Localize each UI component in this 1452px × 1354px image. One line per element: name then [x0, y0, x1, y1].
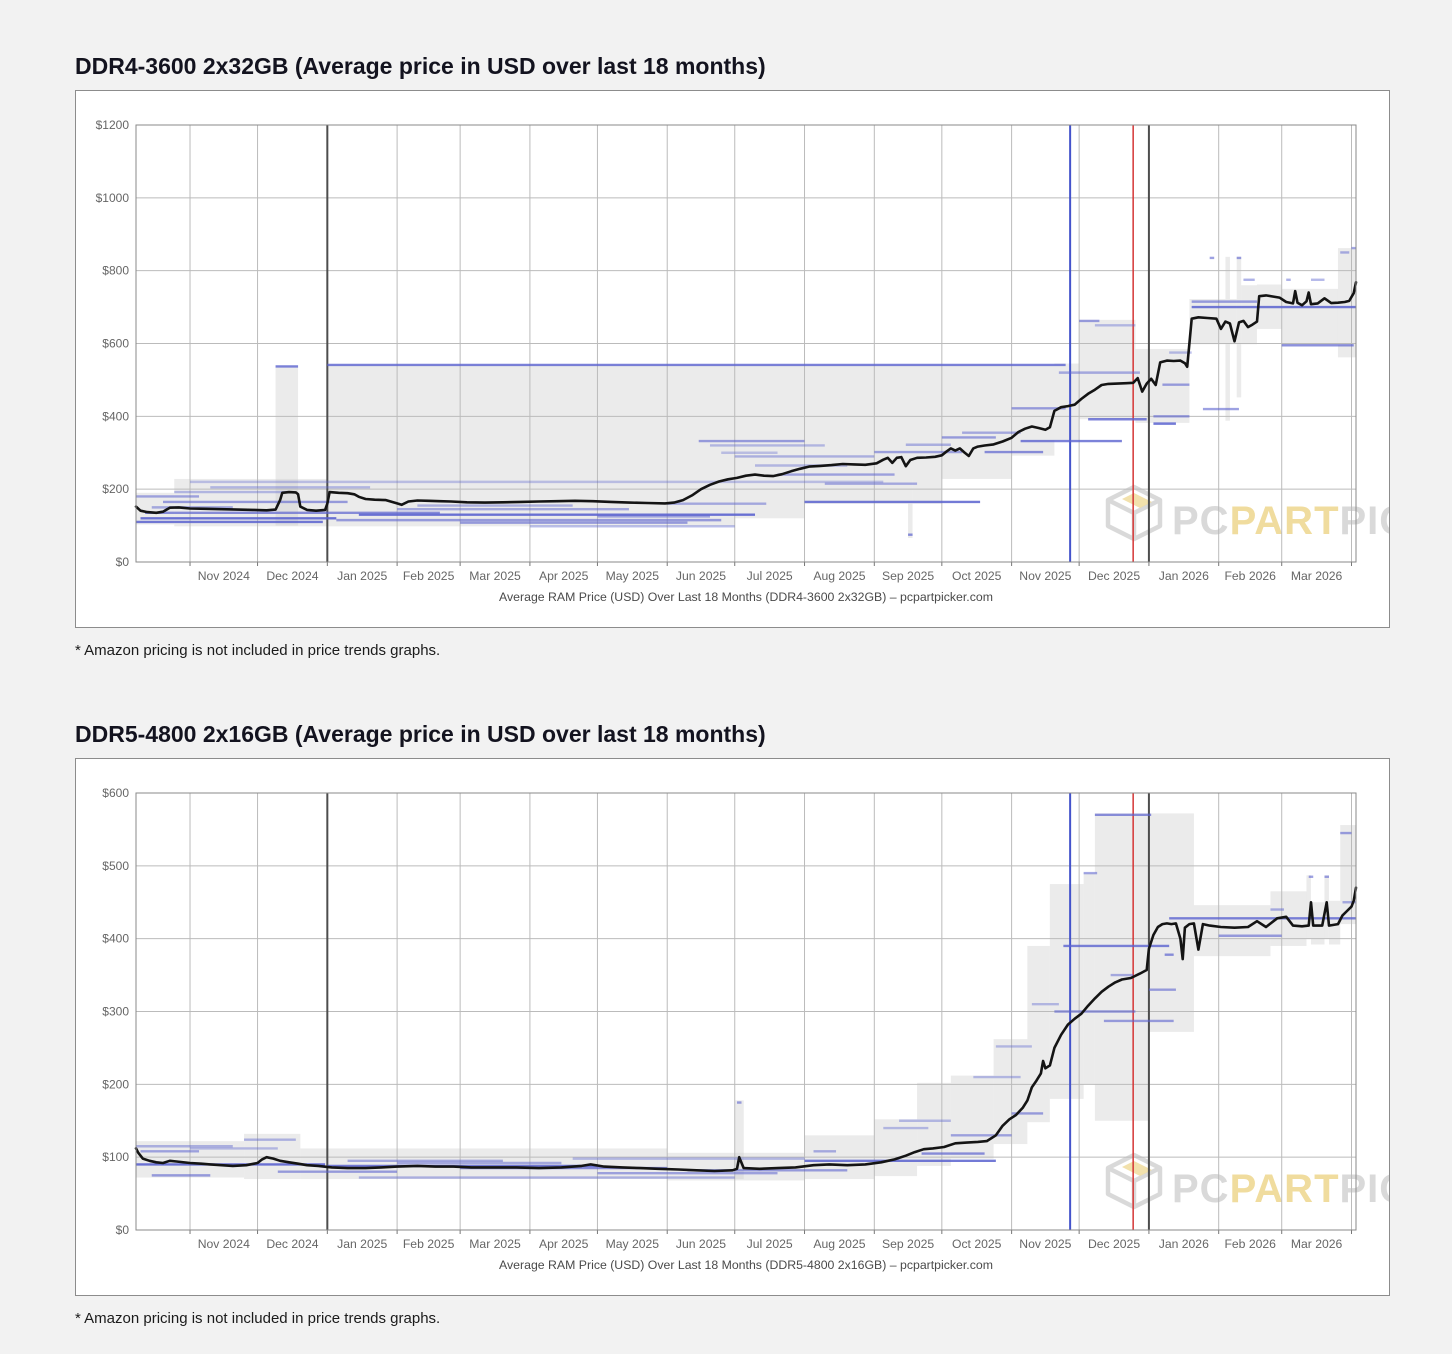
svg-text:Nov 2024: Nov 2024 [198, 1237, 250, 1251]
svg-text:Feb 2025: Feb 2025 [403, 1237, 455, 1251]
svg-text:Jan 2025: Jan 2025 [337, 569, 387, 583]
svg-text:Jun 2025: Jun 2025 [676, 569, 726, 583]
svg-text:Mar 2026: Mar 2026 [1291, 569, 1343, 583]
ddr5-chart-section: DDR5-4800 2x16GB (Average price in USD o… [75, 720, 1390, 1327]
svg-text:Jan 2026: Jan 2026 [1159, 1237, 1209, 1251]
svg-text:May 2025: May 2025 [606, 569, 660, 583]
chart-caption-ddr4: Average RAM Price (USD) Over Last 18 Mon… [499, 590, 993, 604]
svg-text:Nov 2024: Nov 2024 [198, 569, 250, 583]
svg-text:Jun 2025: Jun 2025 [676, 1237, 726, 1251]
chart-caption-ddr5: Average RAM Price (USD) Over Last 18 Mon… [499, 1258, 993, 1272]
svg-text:Mar 2026: Mar 2026 [1291, 1237, 1343, 1251]
svg-text:Sep 2025: Sep 2025 [882, 569, 934, 583]
svg-text:$1200: $1200 [96, 118, 130, 132]
svg-text:Apr 2025: Apr 2025 [539, 1237, 589, 1251]
svg-text:$600: $600 [102, 337, 129, 351]
svg-text:May 2025: May 2025 [606, 1237, 660, 1251]
svg-text:$0: $0 [116, 555, 130, 569]
svg-text:Aug 2025: Aug 2025 [813, 569, 865, 583]
chart-box-ddr5: PCPARTPICKER $0 $100 $200 $300 $400 $500 $600 No… [75, 758, 1390, 1296]
ddr5-price-chart: PCPARTPICKER $0 $100 $200 $300 $400 $500 $600 No… [102, 786, 1389, 1251]
svg-text:Jan 2026: Jan 2026 [1159, 569, 1209, 583]
svg-text:$0: $0 [116, 1223, 130, 1237]
svg-text:Apr 2025: Apr 2025 [539, 569, 589, 583]
ddr4-chart-section: DDR4-3600 2x32GB (Average price in USD o… [75, 52, 1390, 659]
chart-title-ddr4: DDR4-3600 2x32GB (Average price in USD o… [75, 53, 766, 79]
svg-text:Feb 2026: Feb 2026 [1224, 1237, 1276, 1251]
ddr4-price-chart: PCPARTPICKER$0$200$400$600$800$1000$1200… [96, 118, 1389, 583]
svg-text:$800: $800 [102, 264, 129, 278]
svg-text:Aug 2025: Aug 2025 [813, 1237, 865, 1251]
svg-text:Jul 2025: Jul 2025 [747, 1237, 793, 1251]
amazon-pricing-footnote: * Amazon pricing is not included in pric… [75, 1310, 441, 1327]
svg-text:$1000: $1000 [96, 191, 130, 205]
svg-text:Oct 2025: Oct 2025 [952, 569, 1002, 583]
svg-text:$300: $300 [102, 1005, 129, 1019]
svg-text:Jul 2025: Jul 2025 [747, 569, 793, 583]
svg-text:Sep 2025: Sep 2025 [882, 1237, 934, 1251]
svg-text:Mar 2025: Mar 2025 [469, 1237, 521, 1251]
svg-text:Dec 2024: Dec 2024 [266, 569, 318, 583]
svg-text:Dec 2025: Dec 2025 [1088, 569, 1140, 583]
svg-text:$400: $400 [102, 409, 129, 423]
svg-text:PCPARTPICKER: PCPARTPICKER [1172, 1167, 1389, 1211]
svg-text:Nov 2025: Nov 2025 [1019, 1237, 1071, 1251]
svg-text:$500: $500 [102, 859, 129, 873]
svg-text:$200: $200 [102, 1077, 129, 1091]
svg-text:Nov 2025: Nov 2025 [1019, 569, 1071, 583]
amazon-pricing-footnote: * Amazon pricing is not included in pric… [75, 642, 441, 659]
svg-text:Oct 2025: Oct 2025 [952, 1237, 1002, 1251]
svg-text:Feb 2025: Feb 2025 [403, 569, 455, 583]
svg-text:$400: $400 [102, 932, 129, 946]
svg-text:Jan 2025: Jan 2025 [337, 1237, 387, 1251]
svg-text:Dec 2024: Dec 2024 [266, 1237, 318, 1251]
svg-text:$600: $600 [102, 786, 129, 800]
chart-box-ddr4: PCPARTPICKER$0$200$400$600$800$1000$1200… [75, 90, 1390, 628]
svg-text:Dec 2025: Dec 2025 [1088, 1237, 1140, 1251]
svg-text:$100: $100 [102, 1150, 129, 1164]
svg-text:Feb 2026: Feb 2026 [1224, 569, 1276, 583]
chart-title-ddr5: DDR5-4800 2x16GB (Average price in USD o… [75, 721, 766, 747]
svg-text:$200: $200 [102, 482, 129, 496]
svg-text:Mar 2025: Mar 2025 [469, 569, 521, 583]
